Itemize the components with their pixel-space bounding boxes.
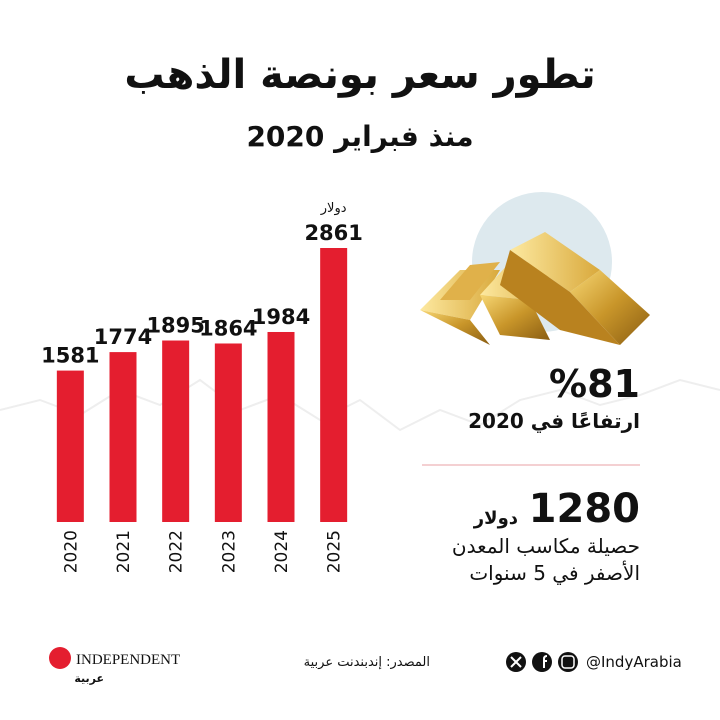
source: المصدر: إندبندنت عربية	[304, 655, 430, 670]
value-label: 1581	[41, 344, 99, 368]
gain-caption: الأصفر في 5 سنوات	[469, 561, 640, 586]
title: تطور سعر بونصة الذهب	[124, 52, 595, 98]
x-tick-label: 2023	[219, 530, 239, 573]
growth-value: %81	[549, 362, 640, 406]
bar	[267, 331, 295, 522]
growth-caption: ارتفاعًا في 2020	[468, 409, 640, 434]
x-tick-label: 2024	[272, 530, 292, 573]
facebook-glyph	[543, 655, 548, 668]
value-label: 1864	[199, 316, 257, 340]
x-tick-label: 2021	[114, 530, 134, 573]
instagram-icon[interactable]	[558, 652, 578, 672]
unit-label: دولار	[320, 201, 347, 216]
logo: INDEPENDENT	[76, 652, 180, 668]
x-tick-label: 2020	[61, 530, 81, 573]
x-tick-label: 2022	[167, 530, 187, 573]
instagram-glyph	[561, 655, 575, 669]
logo-mark	[49, 647, 71, 669]
value-label: 2861	[304, 221, 362, 245]
gain-value: 1280	[529, 486, 640, 532]
bar	[109, 352, 137, 522]
value-label: 1895	[146, 314, 204, 338]
gold-illustration	[420, 192, 650, 345]
gain-caption: حصيلة مكاسب المعدن	[452, 534, 640, 558]
gain-unit: دولار	[473, 508, 518, 529]
bar	[56, 370, 84, 522]
bar	[162, 340, 190, 522]
value-label: 1984	[252, 305, 310, 329]
footer: INDEPENDENT عربية المصدر: إندبندنت عربية…	[49, 647, 682, 685]
subtitle: منذ فبراير 2020	[246, 120, 473, 153]
x-icon-glyph	[510, 656, 522, 668]
handle[interactable]: @IndyArabia	[586, 653, 682, 671]
bar	[320, 248, 348, 522]
value-label: 1774	[94, 325, 152, 349]
x-tick-label: 2025	[325, 530, 345, 573]
bar	[214, 343, 242, 522]
facebook-icon[interactable]	[532, 652, 552, 672]
logo-sub: عربية	[74, 672, 104, 685]
